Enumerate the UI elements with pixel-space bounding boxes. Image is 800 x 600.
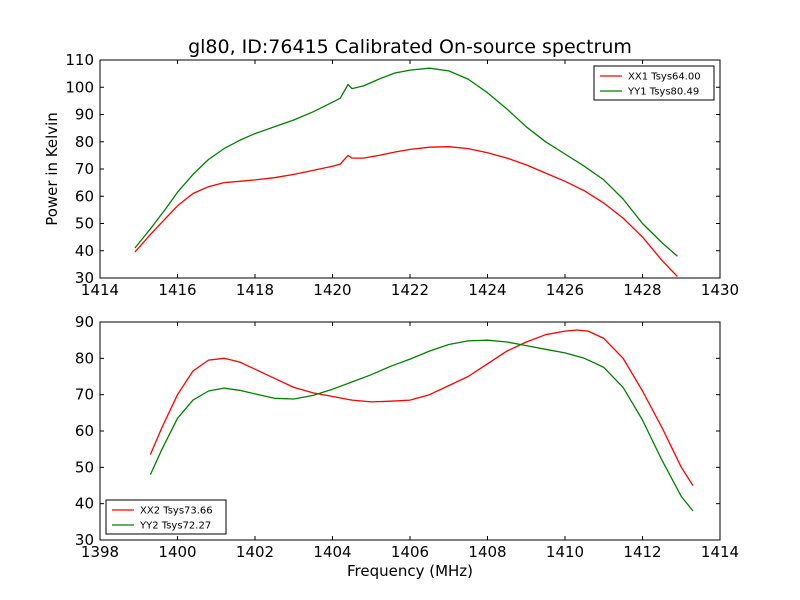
top-series-line-yy1 [134, 67, 678, 257]
bottom-y-tick-label: 70 [75, 386, 94, 404]
bottom-x-tick-label: 1400 [158, 543, 196, 561]
top-legend-label: XX1 Tsys64.00 [628, 72, 701, 83]
top-legend: XX1 Tsys64.00 YY1 Tsys80.49 [593, 65, 715, 101]
top-y-tick-label: 110 [65, 51, 94, 69]
bottom-axes: 1398 1400 1402 1404 1406 1408 1410 1412 1414 30 40… [75, 313, 739, 580]
top-x-tick-label: 1424 [468, 281, 506, 299]
top-series-line-xx1 [134, 146, 678, 278]
top-y-tick-label: 50 [75, 215, 94, 233]
top-x-tick-label: 1418 [236, 281, 274, 299]
bottom-x-tick-label: 1414 [701, 543, 739, 561]
top-y-axis-title: Power in Kelvin [43, 112, 61, 226]
top-axes: 1414 1416 1418 1420 1422 1424 1426 1428 1430 30 40… [43, 51, 739, 299]
bottom-series-line-yy2 [149, 339, 694, 512]
bottom-y-tick-label: 60 [75, 422, 94, 440]
top-y-tick-label: 60 [75, 187, 94, 205]
bottom-y-tick-label: 90 [75, 313, 94, 331]
bottom-x-tick-label: 1402 [236, 543, 274, 561]
bottom-x-tick-label: 1412 [623, 543, 661, 561]
bottom-legend-box [105, 499, 227, 535]
bottom-x-tick-label: 1404 [313, 543, 351, 561]
bottom-legend: XX2 Tsys73.66 YY2 Tsys72.27 [105, 499, 227, 535]
bottom-x-tick-label: 1410 [546, 543, 584, 561]
bottom-legend-label: XX2 Tsys73.66 [140, 506, 213, 517]
bottom-series-line-xx2 [149, 329, 694, 486]
bottom-y-tick-label: 40 [75, 495, 94, 513]
bottom-x-tick-label: 1408 [468, 543, 506, 561]
bottom-x-axis-title: Frequency (MHz) [347, 562, 473, 580]
figure-title: gl80, ID:76415 Calibrated On-source spec… [188, 36, 632, 58]
bottom-y-tick-label: 30 [75, 531, 94, 549]
top-x-tick-label: 1420 [313, 281, 351, 299]
top-y-tick-label: 30 [75, 269, 94, 287]
top-legend-box [593, 65, 715, 101]
bottom-y-tick-label: 80 [75, 349, 94, 367]
bottom-y-tick-label: 50 [75, 458, 94, 476]
top-y-tick-label: 80 [75, 133, 94, 151]
top-y-tick-label: 100 [65, 78, 94, 96]
bottom-x-tick-label: 1398 [81, 543, 119, 561]
top-x-tick-label: 1430 [701, 281, 739, 299]
bottom-x-tick-label: 1406 [391, 543, 429, 561]
top-y-tick-label: 40 [75, 242, 94, 260]
top-legend-label: YY1 Tsys80.49 [627, 87, 699, 98]
top-series-group [134, 67, 678, 278]
top-x-tick-label: 1428 [623, 281, 661, 299]
top-y-tick-label: 90 [75, 106, 94, 124]
top-x-tick-label: 1422 [391, 281, 429, 299]
top-y-tick-label: 70 [75, 160, 94, 178]
top-x-tick-label: 1426 [546, 281, 584, 299]
top-x-tick-label: 1416 [158, 281, 196, 299]
bottom-legend-label: YY2 Tsys72.27 [139, 521, 211, 532]
bottom-series-group [149, 329, 694, 512]
top-x-tick-label: 1414 [81, 281, 119, 299]
